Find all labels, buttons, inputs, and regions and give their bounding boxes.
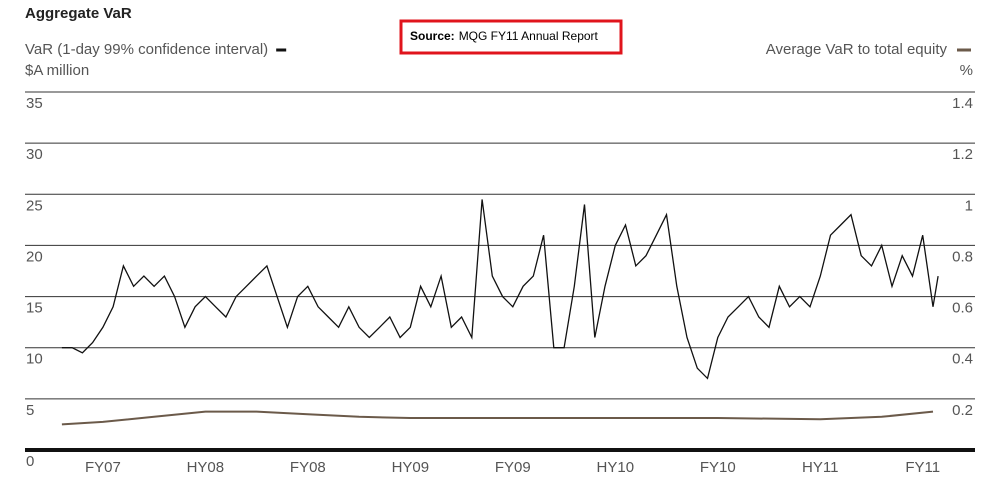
x-tick-label: FY09 xyxy=(495,459,531,476)
series-line xyxy=(61,410,934,426)
y2-axis-label: % xyxy=(960,62,973,79)
legend-label: Average VaR to total equity xyxy=(766,41,948,58)
y2-tick-label: 1.2 xyxy=(952,146,973,163)
y2-tick-label: 0.4 xyxy=(952,351,973,368)
x-tick-label: HY10 xyxy=(597,459,635,476)
series-line xyxy=(61,199,939,380)
x-tick-label: FY11 xyxy=(905,459,940,476)
source: Source: MQG FY11 Annual Report xyxy=(410,29,599,43)
source-box xyxy=(399,19,623,55)
x-tick-label: FY08 xyxy=(290,459,326,476)
y2-tick-label: 1.4 xyxy=(952,95,973,112)
y-tick-label: 30 xyxy=(26,146,43,163)
y-tick-label: 20 xyxy=(26,248,43,265)
x-tick-label: FY10 xyxy=(700,459,736,476)
source-label: Source: xyxy=(410,29,455,43)
y-tick-label: 15 xyxy=(26,300,43,317)
y2-tick-label: 0.8 xyxy=(952,248,973,265)
y-tick-label: 10 xyxy=(26,351,43,368)
chart-title: Aggregate VaR xyxy=(25,5,132,22)
x-tick-label: HY09 xyxy=(392,459,430,476)
y-tick-label: 35 xyxy=(26,95,43,112)
x-tick-label: HY08 xyxy=(187,459,225,476)
x-tick-label: HY11 xyxy=(802,459,838,476)
y-tick-label: 5 xyxy=(26,402,34,419)
y2-tick-label: 1 xyxy=(965,197,973,214)
x-tick-label: FY07 xyxy=(85,459,121,476)
source-text: MQG FY11 Annual Report xyxy=(459,29,599,43)
y-axis-label: $A million xyxy=(25,62,89,79)
y-tick-label: 0 xyxy=(26,453,34,470)
legend-label: VaR (1-day 99% confidence interval) xyxy=(25,41,268,58)
y2-tick-label: 0.6 xyxy=(952,300,973,317)
y-tick-label: 25 xyxy=(26,197,43,214)
y2-tick-label: 0.2 xyxy=(952,402,973,419)
